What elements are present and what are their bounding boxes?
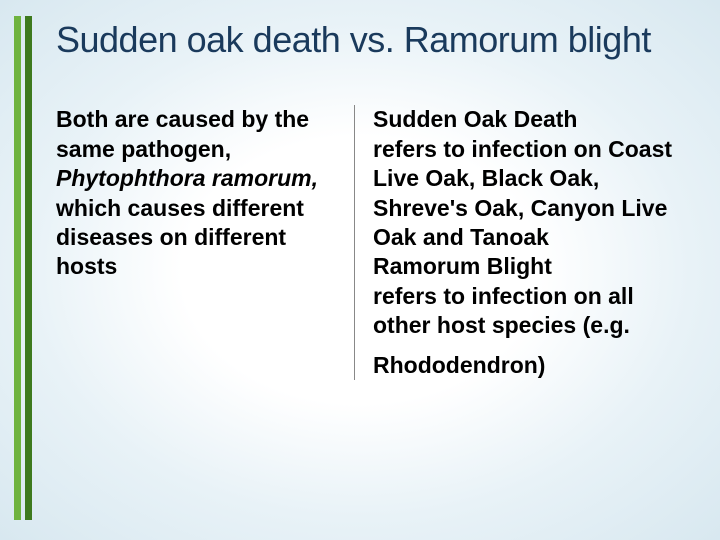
right-column: Sudden Oak Death refers to infection on … — [354, 105, 674, 380]
left-paragraph: Both are caused by the same pathogen, Ph… — [56, 105, 340, 282]
accent-bar-light — [14, 16, 21, 520]
two-column-layout: Both are caused by the same pathogen, Ph… — [56, 105, 700, 380]
left-column: Both are caused by the same pathogen, Ph… — [56, 105, 354, 380]
left-text-part2: which causes different diseases on diffe… — [56, 195, 304, 280]
sod-heading: Sudden Oak Death — [373, 106, 577, 132]
slide-content: Sudden oak death vs. Ramorum blight Both… — [56, 18, 700, 520]
slide-title: Sudden oak death vs. Ramorum blight — [56, 18, 700, 61]
ramorum-body-line2: Rhododendron) — [373, 351, 674, 380]
left-text-part1: Both are caused by the same pathogen, — [56, 106, 309, 161]
right-paragraph: Sudden Oak Death refers to infection on … — [373, 105, 674, 341]
sod-body: refers to infection on Coast Live Oak, B… — [373, 136, 672, 250]
side-accent-bars — [14, 16, 32, 520]
pathogen-name: Phytophthora ramorum, — [56, 165, 318, 191]
accent-bar-dark — [25, 16, 32, 520]
ramorum-heading: Ramorum Blight — [373, 253, 552, 279]
ramorum-body-line1: refers to infection on all other host sp… — [373, 283, 634, 338]
